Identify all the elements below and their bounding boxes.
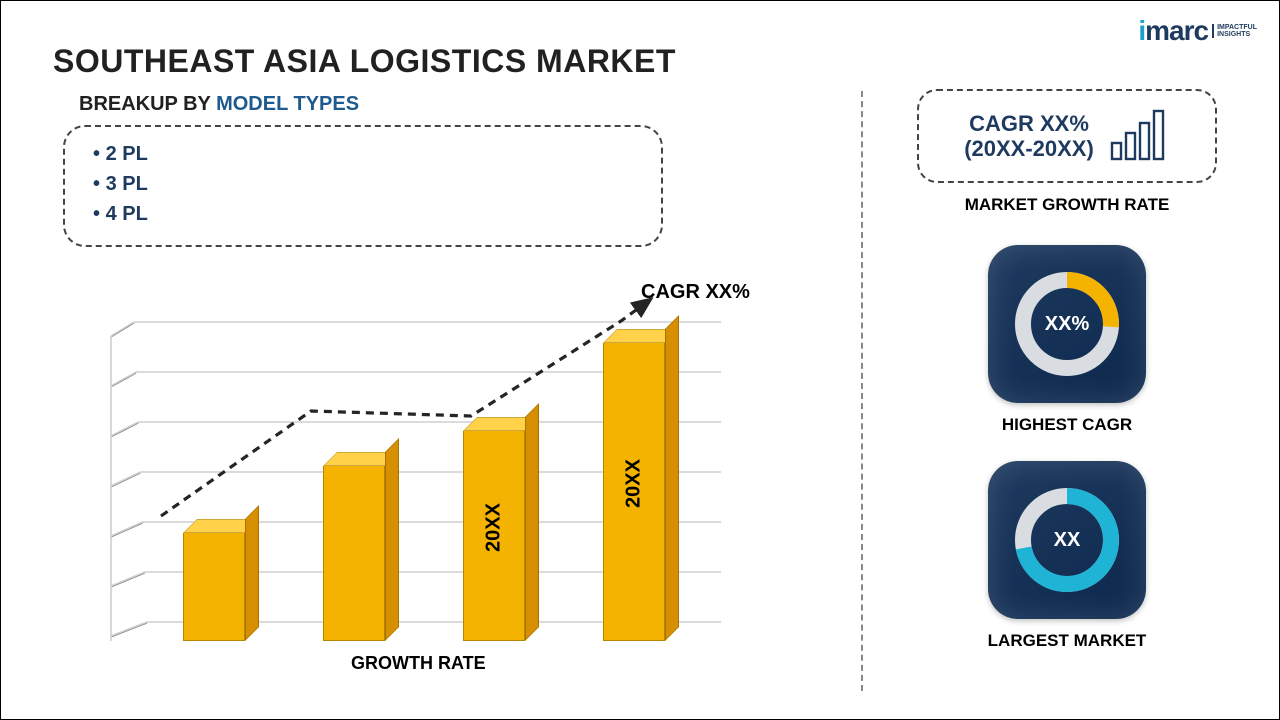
chart-bar [323,466,385,641]
breakup-prefix: BREAKUP BY [79,93,216,115]
page-title: SOUTHEAST ASIA LOGISTICS MARKET [53,43,676,80]
highest-cagr-label: HIGHEST CAGR [1002,415,1132,435]
largest-market-label: LARGEST MARKET [988,631,1147,651]
vertical-divider [861,91,863,691]
list-item: 3 PL [93,169,633,199]
cagr-line2: (20XX-20XX) [964,136,1094,161]
largest-market-value: XX [1054,529,1081,552]
brand-logo: imarc IMPACTFUL INSIGHTS [1138,15,1257,47]
x-axis-label: GROWTH RATE [351,653,486,674]
breakup-accent: MODEL TYPES [216,93,359,115]
cagr-summary-text: CAGR XX% (20XX-20XX) [964,111,1094,162]
highest-cagr-tile: XX% [988,245,1146,403]
growth-chart: 20XX 20XX CAGR XX% GROWTH RATE [61,281,761,676]
market-growth-rate-label: MARKET GROWTH RATE [965,195,1170,215]
chart-bar: 20XX [603,343,665,641]
right-panel: CAGR XX% (20XX-20XX) MARKET GROWTH RATE … [897,89,1237,651]
cagr-line1: CAGR XX% [969,111,1089,136]
breakup-heading: BREAKUP BY MODEL TYPES [79,93,359,116]
highest-cagr-value: XX% [1045,313,1089,336]
cagr-summary-box: CAGR XX% (20XX-20XX) [917,89,1217,183]
logo-tagline: IMPACTFUL INSIGHTS [1212,24,1257,38]
breakup-list: 2 PL 3 PL 4 PL [93,139,633,229]
breakup-box: 2 PL 3 PL 4 PL [63,125,663,247]
chart-bar: 20XX [463,431,525,641]
cagr-trend-label: CAGR XX% [641,281,750,304]
logo-tagline-l1: IMPACTFUL [1217,24,1257,31]
largest-market-tile: XX [988,461,1146,619]
list-item: 4 PL [93,199,633,229]
logo-text: imarc [1138,15,1208,47]
list-item: 2 PL [93,139,633,169]
chart-bar [183,533,245,641]
bar-growth-icon [1108,109,1170,163]
logo-tagline-l2: INSIGHTS [1217,31,1250,38]
logo-rest: marc [1145,15,1208,46]
